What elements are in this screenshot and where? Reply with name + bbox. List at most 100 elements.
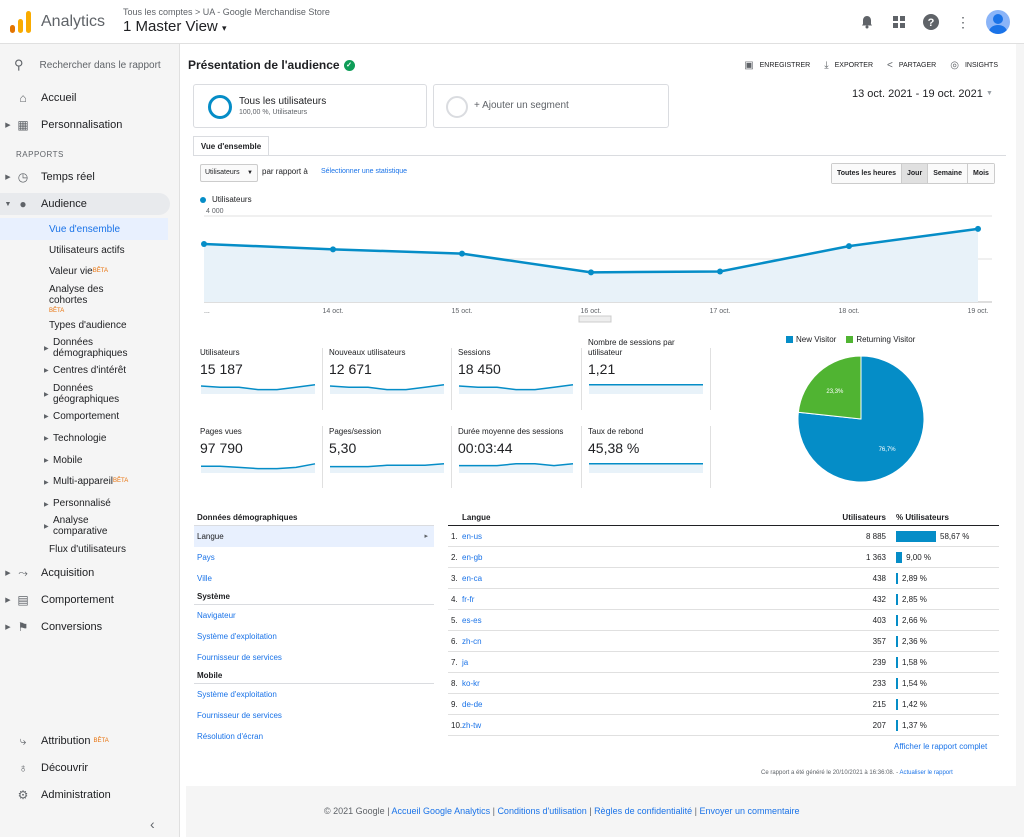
data-point[interactable] [201,240,207,247]
metric-card[interactable]: Taux de rebond 45,38 % [588,427,710,473]
metric-card[interactable]: Pages vues 97 790 [200,427,322,473]
table-row[interactable]: 7. ja 239 1,58 % [448,652,999,673]
table-row[interactable]: 1. en-us 8 885 58,67 % [448,526,999,547]
demo-city[interactable]: Ville [197,574,212,583]
footer-link-home[interactable]: Accueil Google Analytics [391,806,491,816]
data-point[interactable] [717,268,723,275]
breadcrumb[interactable]: Tous les comptes > UA - Google Merchandi… [123,7,330,17]
table-row[interactable]: 5. es-es 403 2,66 % [448,610,999,631]
system-browser[interactable]: Navigateur [197,611,236,620]
sidebar-sub-interests[interactable]: Centres d'intérêt [53,365,127,376]
sidebar-item-acquisition[interactable]: ▶ ⤳ Acquisition [0,562,170,584]
date-range-picker[interactable]: 13 oct. 2021 - 19 oct. 2021 ▼ [852,88,993,100]
add-segment-button[interactable]: + Ajouter un segment [433,84,669,128]
footer-link-terms[interactable]: Conditions d'utilisation [497,806,587,816]
table-row[interactable]: 4. fr-fr 432 2,85 % [448,589,999,610]
data-point[interactable] [588,269,594,276]
pie-slice[interactable] [797,355,862,420]
data-point[interactable] [459,250,465,257]
view-selector[interactable]: 1 Master View ▾ [123,18,226,35]
metric-card[interactable]: Sessions 18 450 [458,348,580,394]
sidebar-item-admin[interactable]: ⚙ Administration [0,784,170,806]
sidebar-item-conversions[interactable]: ▶ ⚑ Conversions [0,616,170,638]
sidebar-item-attribution[interactable]: ⤷ Attribution BÊTA [0,730,170,752]
language-link[interactable]: ko-kr [462,678,480,688]
refresh-report-link[interactable]: Actualiser le rapport [899,770,953,776]
sidebar-sub-active-users[interactable]: Utilisateurs actifs [49,245,125,256]
table-row[interactable]: 10. zh-tw 207 1,37 % [448,715,999,736]
sidebar-sub-cohort[interactable]: Analyse des cohortes BÊTA [49,284,103,317]
sidebar-sub-mobile[interactable]: Mobile [53,455,83,466]
sidebar-item-audience[interactable]: ▼ ● Audience [0,193,170,215]
more-vert-icon[interactable]: ⋮ [956,13,970,30]
search-input[interactable]: Rechercher dans le rapport [39,59,161,71]
sidebar-item-behavior[interactable]: ▶ ▤ Comportement [0,589,170,611]
demo-country[interactable]: Pays [197,553,215,562]
help-icon[interactable]: ? [922,13,940,31]
sidebar-sub-technology[interactable]: Technologie [53,433,107,444]
metric-card[interactable]: Utilisateurs 15 187 [200,348,322,394]
mobile-os[interactable]: Système d'exploitation [197,690,277,699]
sidebar-item-discover[interactable]: ♁ Découvrir [0,757,170,779]
system-provider[interactable]: Fournisseur de services [197,653,282,662]
sidebar-sub-demographics[interactable]: Données démographiques [53,337,128,359]
sidebar-sub-custom[interactable]: Personnalisé [53,498,111,509]
language-link[interactable]: fr-fr [462,594,475,604]
granularity-month[interactable]: Mois [967,164,994,183]
tab-overview[interactable]: Vue d'ensemble [193,136,269,156]
full-report-link[interactable]: Afficher le rapport complet [894,742,988,751]
language-link[interactable]: en-gb [462,552,483,562]
bell-icon[interactable] [858,13,876,31]
sidebar-search[interactable]: ⚲ Rechercher dans le rapport [14,57,161,73]
granularity-day[interactable]: Jour [902,164,929,183]
footer-link-privacy[interactable]: Règles de confidentialité [594,806,693,816]
system-os[interactable]: Système d'exploitation [197,632,277,641]
segment-all-users[interactable]: Tous les utilisateurs 100,00 %, Utilisat… [193,84,427,128]
collapse-sidebar-icon[interactable]: ‹ [150,816,155,832]
metric-card[interactable]: Nouveaux utilisateurs 12 671 [329,348,451,394]
sidebar-item-customization[interactable]: ▶ ▦ Personnalisation [0,114,170,136]
table-row[interactable]: 8. ko-kr 233 1,54 % [448,673,999,694]
sidebar-sub-lifetime-value[interactable]: Valeur vieBÊTA [49,266,108,277]
sidebar-item-realtime[interactable]: ▶ ◷ Temps réel [0,166,170,188]
language-link[interactable]: ja [462,657,469,667]
mobile-provider[interactable]: Fournisseur de services [197,711,282,720]
language-link[interactable]: de-de [462,699,483,709]
data-point[interactable] [846,243,852,250]
demo-language[interactable]: Langue [194,526,434,547]
select-stat-link[interactable]: Sélectionner une statistique [321,168,407,175]
chart-resize-handle[interactable] [578,315,612,323]
save-button[interactable]: ▣ ENREGISTRER [744,60,810,71]
metric-card[interactable]: Pages/session 5,30 [329,427,451,473]
sidebar-sub-audiences[interactable]: Types d'audience [49,320,127,331]
insights-button[interactable]: ◎ INSIGHTS [950,60,998,71]
apps-icon[interactable] [890,13,908,31]
granularity-hourly[interactable]: Toutes les heures [832,164,903,183]
sidebar-sub-benchmarking[interactable]: Analyse comparative [53,515,107,537]
language-link[interactable]: en-ca [462,573,483,583]
export-button[interactable]: ⤓ EXPORTER [824,60,873,71]
metric-select[interactable]: Utilisateurs ▼ [200,164,258,182]
language-link[interactable]: es-es [462,615,482,625]
share-button[interactable]: < PARTAGER [887,60,936,71]
footer-link-feedback[interactable]: Envoyer un commentaire [699,806,800,816]
sidebar-sub-behavior[interactable]: Comportement [53,411,120,422]
sidebar-sub-overview[interactable]: Vue d'ensemble [49,224,121,235]
granularity-week[interactable]: Semaine [928,164,968,183]
table-row[interactable]: 2. en-gb 1 363 9,00 % [448,547,999,568]
table-row[interactable]: 9. de-de 215 1,42 % [448,694,999,715]
metric-card[interactable]: Nombre de sessions par utilisateur 1,21 [588,338,710,394]
data-point[interactable] [330,246,336,253]
sidebar-item-home[interactable]: ⌂ Accueil [0,87,170,109]
analytics-logo[interactable] [10,11,32,33]
sidebar-sub-geo[interactable]: Données géographiques [53,383,119,405]
metric-card[interactable]: Durée moyenne des sessions 00:03:44 [458,427,580,473]
language-link[interactable]: zh-cn [462,636,482,646]
language-link[interactable]: en-us [462,531,483,541]
language-link[interactable]: zh-tw [462,720,482,730]
mobile-resolution[interactable]: Résolution d'écran [197,732,264,741]
data-point[interactable] [975,225,981,232]
avatar[interactable] [986,10,1010,34]
table-row[interactable]: 6. zh-cn 357 2,36 % [448,631,999,652]
sidebar-sub-cross-device[interactable]: Multi-appareilBÊTA [53,476,128,487]
